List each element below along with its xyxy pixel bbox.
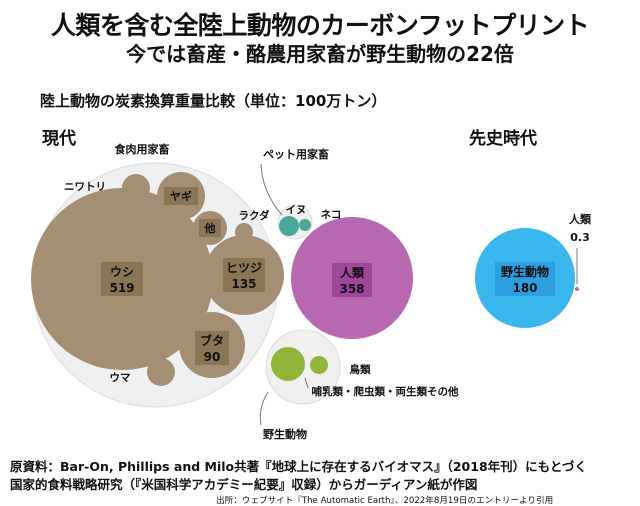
bubble-dog: [279, 216, 299, 236]
chart-title: 陸上動物の炭素換算重量比較（単位：100万トン）: [40, 92, 387, 110]
cattle-value-label: 519: [109, 281, 134, 295]
era-label-modern: 現代: [42, 129, 76, 149]
wild-leader-line-1: [304, 377, 309, 389]
bubble---6: [147, 358, 175, 386]
wild-group-label: 野生動物: [263, 427, 307, 441]
bubble---7: [235, 223, 253, 241]
bubble---5: [122, 174, 150, 202]
birds-label: 鳥類: [350, 363, 371, 376]
wild-leader-line-2: [259, 391, 269, 426]
source-line-2: 国家的食料戦略研究（『米国科学アカデミー紀要』収録）からガーディアン紙が作図: [10, 477, 478, 492]
bubble-cat: [299, 219, 311, 231]
bubble-wild-mammals-modern: [271, 347, 305, 381]
horse-label: ウマ: [110, 372, 131, 384]
sheep-label-box: [223, 258, 265, 292]
sheep-name-label: ヒツジ: [226, 261, 262, 275]
human-prehistoric-name-label: 人類: [569, 212, 592, 226]
wild-prehistoric-label-box: [495, 262, 555, 296]
wild-prehistoric-value-label: 180: [512, 281, 537, 295]
cattle-label-box: [101, 262, 143, 296]
source-line-3: 出所：ウェブサイト『The Automatic Earth』、2022年8月19…: [216, 496, 554, 506]
livestock-group-label: 食肉用家畜: [115, 142, 170, 156]
bubble-wild-birds-modern: [310, 356, 328, 374]
human-modern-name-label: 人類: [340, 265, 365, 280]
source-line-1: 原資料：Bar-On, Phillips and Milo共著『地球上に存在する…: [10, 459, 587, 474]
pet-leader-line: [260, 163, 283, 216]
cattle-name-label: ウシ: [110, 265, 134, 279]
era-label-prehistoric: 先史時代: [469, 129, 537, 149]
bubble-human-prehistoric: [575, 287, 579, 291]
pig-label-box: [195, 331, 229, 365]
sheep-value-label: 135: [231, 277, 256, 291]
mammals-reptiles-label: 哺乳類・爬虫類・両生類その他: [312, 385, 459, 398]
page-subtitle: 今では畜産・酪農用家畜が野生動物の22倍: [126, 42, 514, 66]
pet-group-label: ペット用家畜: [263, 147, 329, 161]
human-modern-label-box: [332, 263, 372, 297]
chicken-label: ニワトリ: [64, 181, 106, 193]
goat-label-box: [164, 187, 198, 205]
pig-name-label: ブタ: [200, 333, 224, 348]
human-modern-value-label: 358: [339, 282, 364, 296]
goat-name-label: ヤギ: [170, 189, 192, 203]
other-name-label: 他: [204, 221, 216, 235]
other-label-box: [199, 219, 221, 237]
cat-label: ネコ: [321, 209, 342, 221]
pig-value-label: 90: [204, 350, 221, 364]
dog-label: イヌ: [286, 204, 307, 216]
human-prehistoric-value-label: 0.3: [570, 231, 590, 244]
wild-prehistoric-name-label: 野生動物: [501, 264, 549, 279]
camel-label: ラクダ: [238, 209, 270, 222]
page-title: 人類を含む全陸上動物のカーボンフットプリント: [50, 11, 590, 40]
